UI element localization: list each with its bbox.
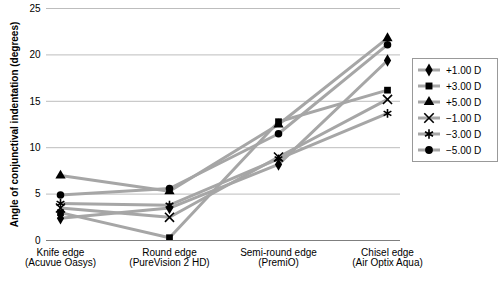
svg-text:20: 20 [29, 49, 41, 60]
svg-text:−3.00 D: −3.00 D [446, 129, 481, 140]
svg-text:0: 0 [35, 235, 41, 246]
svg-text:Knife edge(Acuvue Oasys): Knife edge(Acuvue Oasys) [25, 247, 96, 268]
svg-text:10: 10 [29, 142, 41, 153]
svg-text:−1.00 D: −1.00 D [446, 113, 481, 124]
svg-text:−5.00 D: −5.00 D [446, 145, 481, 156]
svg-text:+3.00 D: +3.00 D [446, 81, 481, 92]
svg-text:15: 15 [29, 96, 41, 107]
svg-text:5: 5 [35, 188, 41, 199]
svg-text:Semi-round edge(PremiO): Semi-round edge(PremiO) [240, 247, 317, 268]
svg-text:Round edge(PureVision 2 HD): Round edge(PureVision 2 HD) [129, 247, 209, 268]
svg-text:Chisel edge(Air Optix Aqua): Chisel edge(Air Optix Aqua) [352, 247, 423, 268]
svg-text:+1.00 D: +1.00 D [446, 65, 481, 76]
svg-text:+5.00 D: +5.00 D [446, 97, 481, 108]
svg-text:25: 25 [29, 3, 41, 14]
svg-text:Angle of conjunctival indentat: Angle of conjunctival indentation (degre… [9, 22, 20, 228]
